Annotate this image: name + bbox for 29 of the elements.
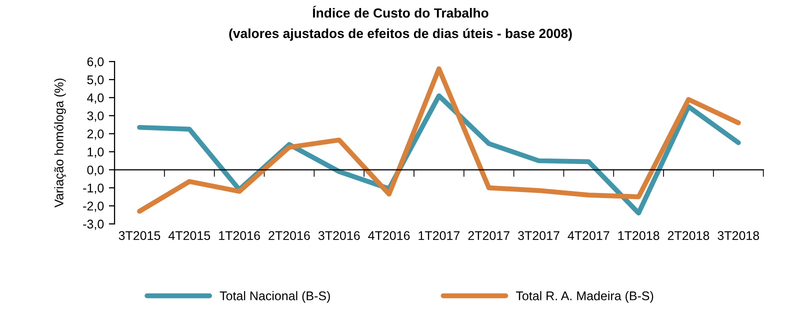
x-tick-label: 2T2016 <box>268 231 310 240</box>
chart-subtitle: (valores ajustados de efeitos de dias úteis - base 2008) <box>229 28 572 41</box>
x-tick-label: 1T2018 <box>618 231 660 240</box>
y-tick-label: 3,0 <box>87 111 104 122</box>
x-tick-label: 2T2017 <box>468 231 510 240</box>
y-tick-label: -1,0 <box>83 184 104 194</box>
x-tick-label: 1T2016 <box>219 231 260 240</box>
line-series <box>137 66 741 214</box>
x-tick-label: 3T2016 <box>318 231 360 240</box>
y-tick-label: -2,0 <box>83 202 104 212</box>
x-tick-label: 3T2018 <box>718 231 760 240</box>
y-tick-label: 0,0 <box>87 166 104 176</box>
x-tick-label: 4T2016 <box>368 231 410 240</box>
legend-label: Total R. A. Madeira (B-S) <box>516 291 654 303</box>
x-tick-label: 1T2017 <box>418 231 460 240</box>
x-tick-label: 2T2018 <box>668 231 710 240</box>
x-tick-label: 4T2015 <box>168 231 210 240</box>
chart-title: Índice de Custo do Trabalho <box>312 6 488 18</box>
y-axis-title: Variação homóloga (%) <box>54 78 66 208</box>
x-tick-label: 3T2015 <box>118 231 160 240</box>
legend-label: Total Nacional (B-S) <box>220 291 330 303</box>
x-tick-label: 3T2017 <box>518 231 560 240</box>
y-tick-label: 4,0 <box>87 93 104 104</box>
y-tick-label: 5,0 <box>87 75 104 86</box>
y-tick-label: 1,0 <box>88 148 104 158</box>
y-tick-label: 6,0 <box>87 57 104 68</box>
y-tick-label: -3,0 <box>83 220 104 230</box>
x-tick-label: 4T2017 <box>568 231 610 240</box>
y-tick-label: 2,0 <box>87 129 104 140</box>
